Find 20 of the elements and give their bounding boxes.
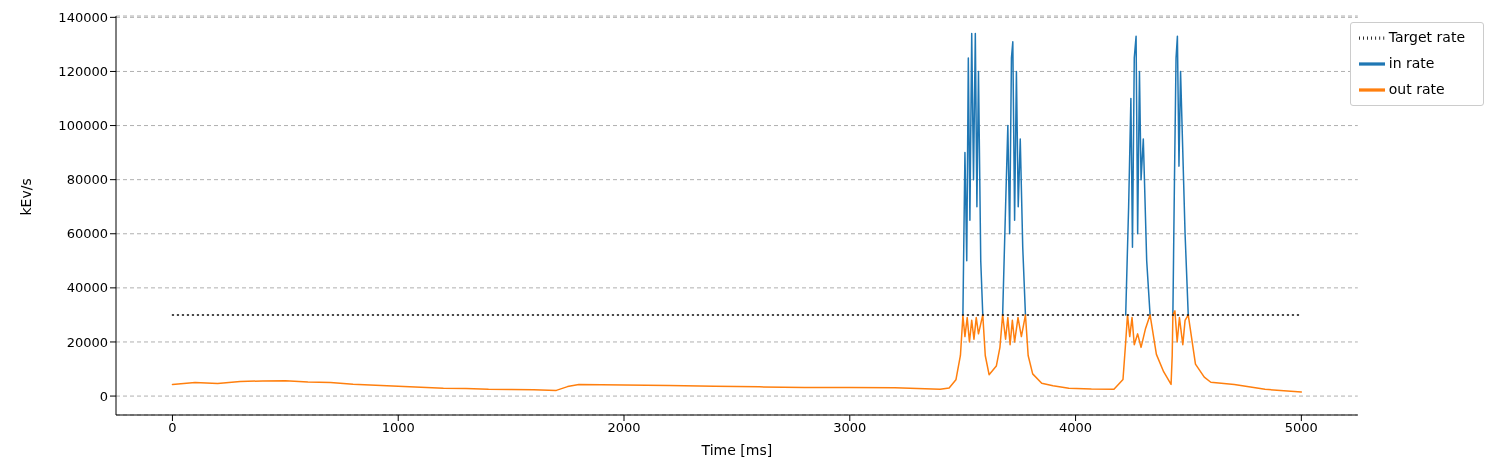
x-tick-label: 3000 xyxy=(833,420,867,436)
x-tick-label: 0 xyxy=(168,420,177,436)
y-tick-label: 40000 xyxy=(66,280,108,296)
y-tick-label: 140000 xyxy=(58,9,108,25)
y-tick-label: 80000 xyxy=(66,172,108,188)
x-tick-label: 4000 xyxy=(1059,420,1093,436)
y-tick-label: 120000 xyxy=(58,64,108,80)
x-tick-label: 1000 xyxy=(381,420,415,436)
y-tick-label: 100000 xyxy=(58,118,108,134)
line-series xyxy=(171,310,1303,393)
x-axis-title: Time [ms] xyxy=(700,442,773,458)
y-tick-label: 60000 xyxy=(66,226,108,242)
y-tick-label: 20000 xyxy=(66,334,108,350)
legend-label: out rate xyxy=(1388,81,1445,97)
x-tick-label: 5000 xyxy=(1284,420,1318,436)
x-tick-label: 2000 xyxy=(607,420,641,436)
legend-label: Target rate xyxy=(1388,29,1465,45)
legend-label: in rate xyxy=(1388,55,1435,71)
y-axis-title: kEv/s xyxy=(17,178,34,216)
y-tick-label: 0 xyxy=(99,388,108,404)
